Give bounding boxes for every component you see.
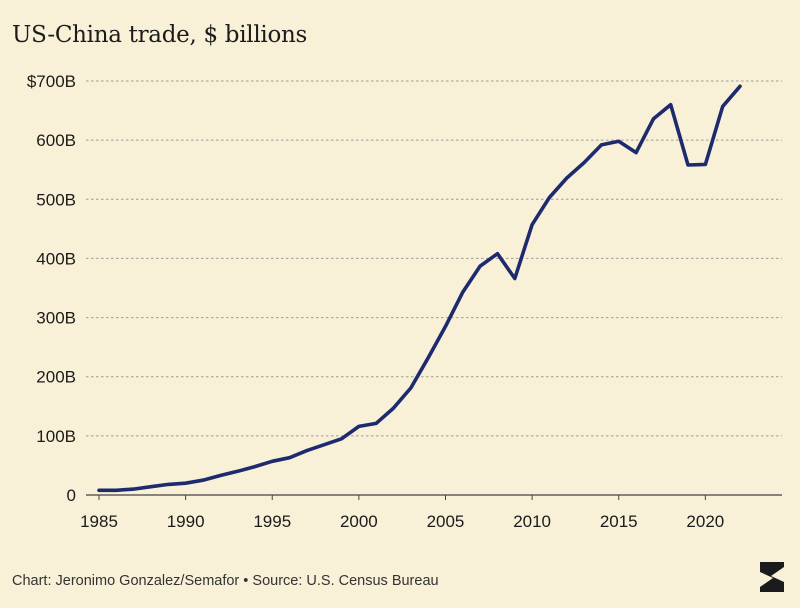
x-tick-label: 2005 bbox=[427, 512, 465, 531]
x-tick-label: 1990 bbox=[167, 512, 205, 531]
semafor-logo-icon bbox=[760, 562, 784, 592]
x-tick-label: 2015 bbox=[600, 512, 638, 531]
y-tick-label: 400B bbox=[36, 249, 76, 268]
y-tick-label: 300B bbox=[36, 309, 76, 328]
y-tick-label: 600B bbox=[36, 131, 76, 150]
y-tick-label: 500B bbox=[36, 190, 76, 209]
series-line bbox=[97, 84, 742, 493]
x-tick-label: 2000 bbox=[340, 512, 378, 531]
x-tick-label: 1985 bbox=[80, 512, 118, 531]
x-tick-label: 2010 bbox=[513, 512, 551, 531]
y-tick-label: 0 bbox=[67, 486, 76, 505]
y-tick-label: $700B bbox=[27, 72, 76, 91]
chart-source-footer: Chart: Jeronimo Gonzalez/Semafor • Sourc… bbox=[12, 573, 439, 589]
y-tick-label: 100B bbox=[36, 427, 76, 446]
x-tick-label: 2020 bbox=[686, 512, 724, 531]
x-tick-label: 1995 bbox=[253, 512, 291, 531]
chart-title: US-China trade, $ billions bbox=[12, 22, 308, 48]
y-tick-label: 200B bbox=[36, 368, 76, 387]
